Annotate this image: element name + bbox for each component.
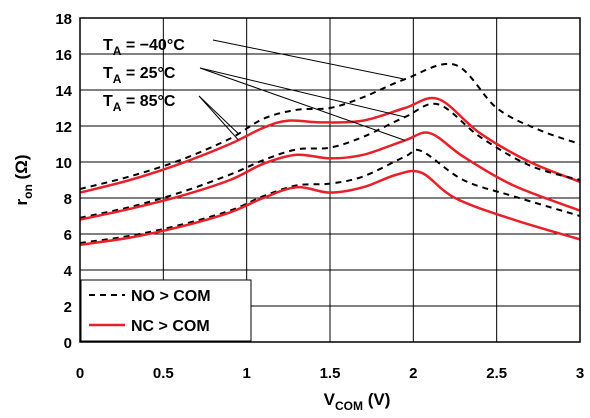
x-tick-labels: 0 0.5 1 1.5 2 2.5 3 [76, 365, 584, 382]
temperature-labels: TA = −40°C TA = 25°C TA = 85°C [103, 37, 185, 114]
leader-line-3 [198, 95, 239, 141]
series-line-2 [79, 102, 581, 219]
legend-box [80, 279, 252, 342]
leader-line-2 [199, 67, 406, 141]
leader-line-4 [198, 95, 239, 135]
series-line-0 [79, 62, 581, 190]
x-tick-label-4: 2 [409, 365, 417, 382]
y-tick-label-3: 6 [64, 227, 72, 244]
y-tick-label-8: 16 [55, 47, 72, 64]
series-line-4 [79, 148, 581, 244]
y-tick-label-6: 12 [55, 119, 72, 136]
x-tick-label-1: 0.5 [153, 365, 174, 382]
legend: NO > COM NC > COM [80, 279, 252, 342]
series-line-5 [79, 169, 581, 247]
y-tick-label-1: 2 [64, 299, 72, 316]
temp-label-0: TA = −40°C [103, 37, 185, 58]
y-tick-label-9: 18 [55, 11, 72, 28]
y-tick-label-0: 0 [64, 335, 72, 352]
x-tick-label-6: 3 [576, 365, 584, 382]
x-axis-label: VCOM (V) [324, 390, 391, 413]
temp-label-2: TA = 85°C [103, 93, 176, 114]
y-tick-labels: 0 2 4 6 8 10 12 14 16 18 [55, 11, 72, 352]
legend-label-nc-com: NC > COM [131, 318, 210, 335]
series-line-1 [79, 96, 581, 194]
series-line-3 [79, 131, 581, 221]
y-tick-label-5: 10 [55, 155, 72, 172]
y-tick-label-7: 14 [55, 83, 72, 100]
series-layer [79, 62, 581, 247]
x-tick-label-2: 1 [242, 365, 250, 382]
plot-frame [79, 17, 581, 343]
y-axis-label: ron (Ω) [12, 155, 35, 206]
x-tick-label-0: 0 [76, 365, 84, 382]
y-tick-label-2: 4 [64, 263, 73, 280]
leader-line-1 [199, 67, 406, 118]
y-tick-label-4: 8 [64, 191, 72, 208]
temp-label-1: TA = 25°C [103, 65, 176, 86]
leader-line-0 [212, 39, 406, 80]
leader-lines [198, 39, 406, 141]
legend-label-no-com: NO > COM [131, 288, 211, 305]
x-tick-label-3: 1.5 [320, 365, 341, 382]
x-tick-label-5: 2.5 [486, 365, 507, 382]
